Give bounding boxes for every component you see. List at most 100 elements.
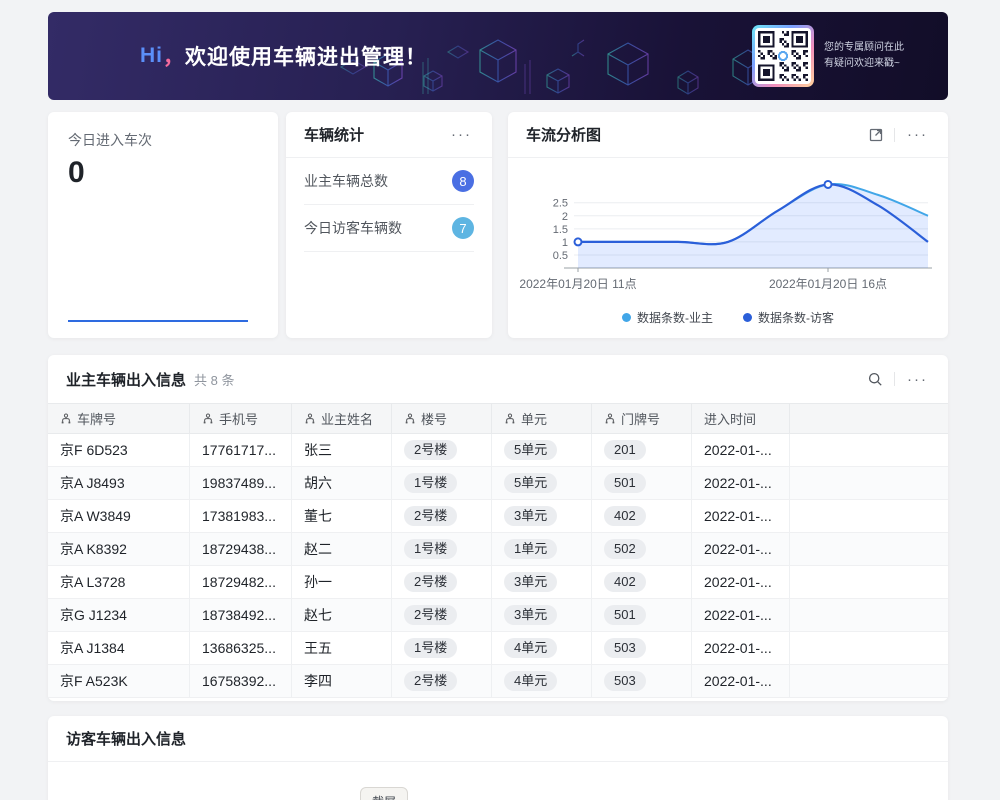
table-cell-plate[interactable]: 京A J1384 <box>48 632 190 664</box>
svg-text:1: 1 <box>562 237 568 249</box>
table-cell-unit[interactable]: 3单元 <box>492 500 592 532</box>
table-cell-building[interactable]: 2号楼 <box>392 434 492 466</box>
table-cell-phone[interactable]: 18738492... <box>190 599 292 631</box>
more-icon[interactable]: ··· <box>907 126 928 143</box>
table-cell-door[interactable]: 201 <box>592 434 692 466</box>
table-cell-name[interactable]: 董七 <box>292 500 392 532</box>
table-cell-time[interactable]: 2022-01-... <box>692 632 790 664</box>
table-cell-time[interactable]: 2022-01-... <box>692 533 790 565</box>
table-cell-building[interactable]: 2号楼 <box>392 665 492 697</box>
table-cell-unit[interactable]: 5单元 <box>492 434 592 466</box>
banner-hi-text: Hi <box>140 44 163 67</box>
table-cell-door[interactable]: 402 <box>592 500 692 532</box>
table-cell-plate[interactable]: 京A K8392 <box>48 533 190 565</box>
table-row[interactable]: 京F A523K 16758392... 李四 2号楼 4单元 503 2022-01-..… <box>48 665 948 698</box>
table-cell-building[interactable]: 2号楼 <box>392 599 492 631</box>
table-cell-building[interactable]: 1号楼 <box>392 467 492 499</box>
cell-pill: 4单元 <box>504 671 558 691</box>
table-cell-name[interactable]: 王五 <box>292 632 392 664</box>
table-row[interactable]: 京F 6D523 17761717... 张三 2号楼 5单元 201 2022-01-..… <box>48 434 948 467</box>
table-cell-time[interactable]: 2022-01-... <box>692 434 790 466</box>
table-cell-phone[interactable]: 18729482... <box>190 566 292 598</box>
table-cell-building[interactable]: 1号楼 <box>392 533 492 565</box>
table-row[interactable]: 京A J1384 13686325... 王五 1号楼 4单元 503 2022-01-..… <box>48 632 948 665</box>
cell-pill: 501 <box>604 605 646 625</box>
column-header-time[interactable]: 进入时间 <box>692 404 790 433</box>
table-cell-unit[interactable]: 3单元 <box>492 599 592 631</box>
table-header-row: 车牌号 手机号 业主姓名 楼号 单元 门牌号 进入时间 <box>48 403 948 434</box>
table-cell-plate[interactable]: 京A J8493 <box>48 467 190 499</box>
table-cell-phone[interactable]: 17761717... <box>190 434 292 466</box>
table-cell-plate[interactable]: 京F A523K <box>48 665 190 697</box>
table-cell-phone[interactable]: 16758392... <box>190 665 292 697</box>
table-cell-unit[interactable]: 4单元 <box>492 665 592 697</box>
more-icon[interactable]: ··· <box>451 126 472 143</box>
table-cell-unit[interactable]: 4单元 <box>492 632 592 664</box>
column-header-phone[interactable]: 手机号 <box>190 404 292 433</box>
table-cell-building[interactable]: 1号楼 <box>392 632 492 664</box>
table-row[interactable]: 京G J1234 18738492... 赵七 2号楼 3单元 501 2022-01-..… <box>48 599 948 632</box>
screenshot-button[interactable]: 截屏 <box>360 787 409 800</box>
cell-pill: 503 <box>604 638 646 658</box>
column-header-label: 手机号 <box>219 412 259 427</box>
table-cell-unit[interactable]: 1单元 <box>492 533 592 565</box>
vehicle-stats-list: 业主车辆总数 8 今日访客车辆数 7 <box>286 158 492 252</box>
table-cell-plate[interactable]: 京A L3728 <box>48 566 190 598</box>
table-cell-time[interactable]: 2022-01-... <box>692 665 790 697</box>
legend-item[interactable]: 数据条数-业主 <box>622 309 713 326</box>
table-cell-time[interactable]: 2022-01-... <box>692 467 790 499</box>
table-cell-blank <box>790 632 948 664</box>
cell-pill: 402 <box>604 506 646 526</box>
table-cell-plate[interactable]: 京F 6D523 <box>48 434 190 466</box>
table-cell-unit[interactable]: 5单元 <box>492 467 592 499</box>
table-cell-door[interactable]: 501 <box>592 599 692 631</box>
table-cell-name[interactable]: 赵二 <box>292 533 392 565</box>
legend-item[interactable]: 数据条数-访客 <box>743 309 834 326</box>
table-cell-name[interactable]: 赵七 <box>292 599 392 631</box>
table-cell-door[interactable]: 402 <box>592 566 692 598</box>
table-row[interactable]: 京A W3849 17381983... 董七 2号楼 3单元 402 2022-01-..… <box>48 500 948 533</box>
table-cell-plate[interactable]: 京G J1234 <box>48 599 190 631</box>
table-cell-time[interactable]: 2022-01-... <box>692 566 790 598</box>
table-row[interactable]: 京A L3728 18729482... 孙一 2号楼 3单元 402 2022-01-..… <box>48 566 948 599</box>
chart-legend: 数据条数-业主 数据条数-访客 <box>518 309 938 326</box>
column-header-door[interactable]: 门牌号 <box>592 404 692 433</box>
stat-item-label: 业主车辆总数 <box>304 173 388 189</box>
table-cell-building[interactable]: 2号楼 <box>392 500 492 532</box>
table-cell-name[interactable]: 胡六 <box>292 467 392 499</box>
table-cell-door[interactable]: 503 <box>592 632 692 664</box>
column-header-name[interactable]: 业主姓名 <box>292 404 392 433</box>
table-row[interactable]: 京A K8392 18729438... 赵二 1号楼 1单元 502 2022-01-..… <box>48 533 948 566</box>
table-cell-door[interactable]: 502 <box>592 533 692 565</box>
table-row[interactable]: 京A J8493 19837489... 胡六 1号楼 5单元 501 2022-01-..… <box>48 467 948 500</box>
table-cell-phone[interactable]: 17381983... <box>190 500 292 532</box>
column-header-plate[interactable]: 车牌号 <box>48 404 190 433</box>
table-cell-name[interactable]: 张三 <box>292 434 392 466</box>
table-cell-unit[interactable]: 3单元 <box>492 566 592 598</box>
table-cell-name[interactable]: 李四 <box>292 665 392 697</box>
search-icon[interactable] <box>867 371 884 388</box>
table-cell-phone[interactable]: 19837489... <box>190 467 292 499</box>
stat-item[interactable]: 今日访客车辆数 7 <box>304 205 474 252</box>
stat-count-badge: 8 <box>452 170 474 192</box>
stat-item[interactable]: 业主车辆总数 8 <box>304 158 474 205</box>
table-cell-door[interactable]: 501 <box>592 467 692 499</box>
table-cell-time[interactable]: 2022-01-... <box>692 599 790 631</box>
table-cell-door[interactable]: 503 <box>592 665 692 697</box>
svg-text:2022年01月20日 11点: 2022年01月20日 11点 <box>519 277 636 291</box>
table-cell-plate[interactable]: 京A W3849 <box>48 500 190 532</box>
today-entries-card: 今日进入车次 0 <box>48 112 278 338</box>
traffic-chart-title: 车流分析图 <box>526 127 602 144</box>
table-cell-phone[interactable]: 13686325... <box>190 632 292 664</box>
field-type-icon <box>304 412 316 425</box>
table-cell-time[interactable]: 2022-01-... <box>692 500 790 532</box>
field-type-icon <box>504 412 516 425</box>
column-header-building[interactable]: 楼号 <box>392 404 492 433</box>
table-cell-phone[interactable]: 18729438... <box>190 533 292 565</box>
table-cell-building[interactable]: 2号楼 <box>392 566 492 598</box>
legend-label: 数据条数-业主 <box>637 311 713 325</box>
table-cell-name[interactable]: 孙一 <box>292 566 392 598</box>
expand-icon[interactable] <box>868 127 884 143</box>
more-icon[interactable]: ··· <box>907 370 928 388</box>
column-header-unit[interactable]: 单元 <box>492 404 592 433</box>
